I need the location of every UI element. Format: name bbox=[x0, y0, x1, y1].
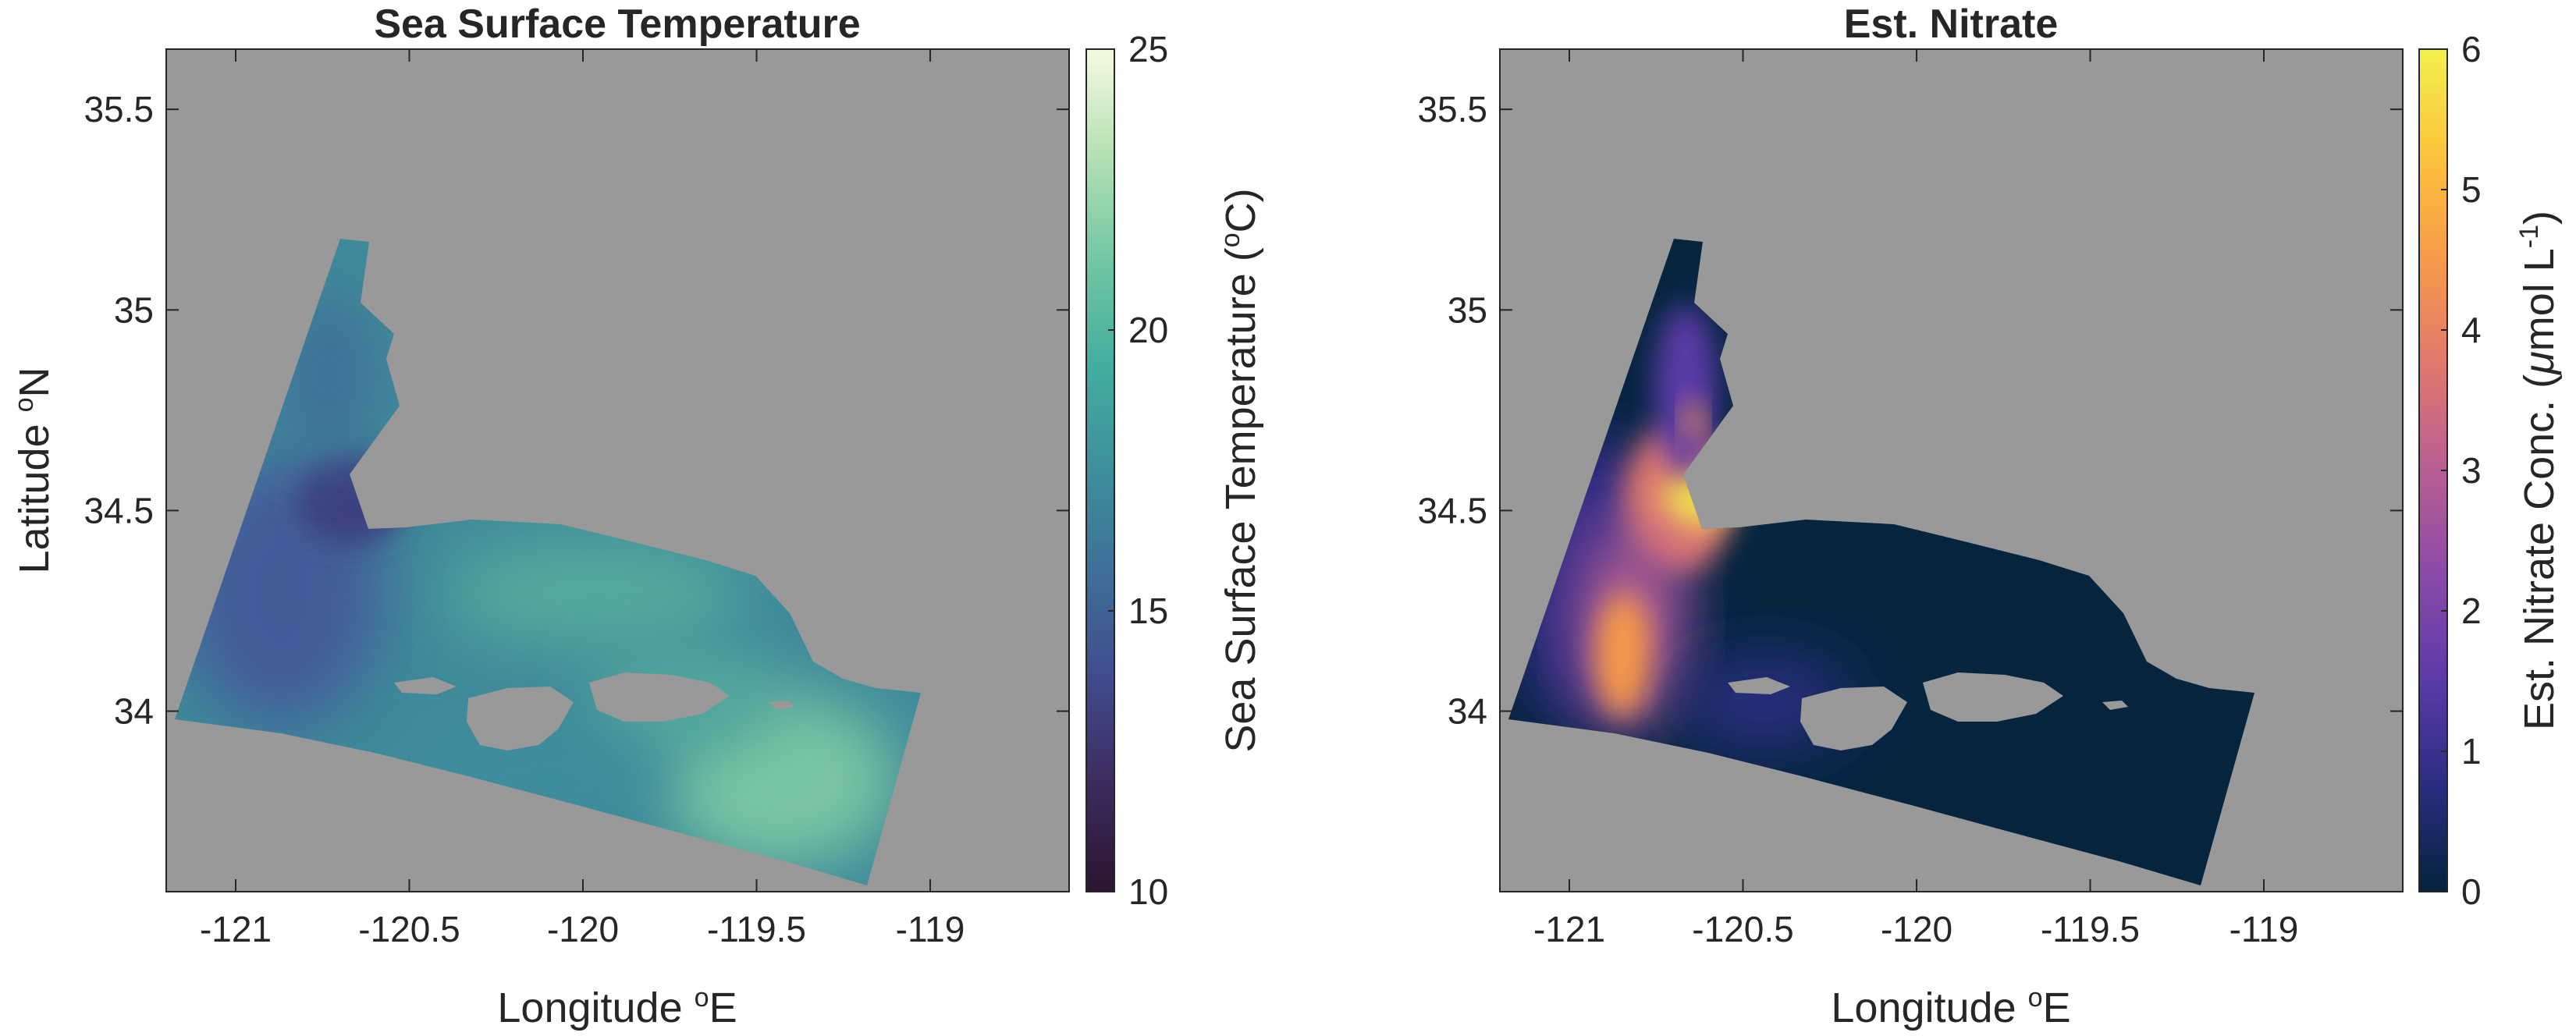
colorbar-tick-label: 0 bbox=[2461, 871, 2482, 912]
nitrate-colorbar-ticks: 0 1 2 3 4 5 6 bbox=[2441, 29, 2482, 912]
colorbar-gradient bbox=[1086, 49, 1114, 892]
colorbar-frame bbox=[1085, 48, 1115, 892]
nitrate-islands bbox=[1728, 672, 2128, 750]
sst-colorbar-ticks: 10 15 20 25 bbox=[1108, 29, 1168, 912]
nitrate-x-ticks: -121 -120.5 -120 -119.5 -119 bbox=[1533, 49, 2298, 949]
x-tick-label: -120 bbox=[1881, 909, 1952, 949]
sst-x-ticks: -121 -120.5 -120 -119.5 -119 bbox=[200, 49, 965, 949]
y-tick-label: 35.5 bbox=[1417, 89, 1487, 130]
nitrate-axes-box bbox=[1499, 48, 2404, 892]
x-tick-label: -119.5 bbox=[2041, 909, 2140, 949]
colorbar-tick-label: 20 bbox=[1128, 310, 1168, 350]
colorbar-tick-label: 1 bbox=[2461, 731, 2482, 772]
sst-y-ticks: 34 34.5 35 35.5 bbox=[83, 89, 1069, 732]
colorbar-tick-label: 4 bbox=[2461, 310, 2482, 350]
nitrate-x-axis-label: Longitude oE bbox=[1831, 983, 2070, 1031]
sst-colorbar-label: Sea Surface Temperature (oC) bbox=[1216, 188, 1264, 752]
colorbar-tick-label: 25 bbox=[1128, 29, 1168, 69]
colorbar-tick-label: 15 bbox=[1128, 591, 1168, 631]
x-tick-label: -119 bbox=[2230, 909, 2299, 949]
y-tick-label: 35 bbox=[114, 289, 154, 330]
y-tick-label: 34 bbox=[114, 691, 154, 732]
colorbar-tick-label: 5 bbox=[2461, 169, 2482, 210]
y-tick-label: 34 bbox=[1448, 691, 1487, 732]
sst-title: Sea Surface Temperature bbox=[374, 2, 860, 47]
x-tick-label: -119 bbox=[896, 909, 965, 949]
x-tick-label: -120.5 bbox=[1692, 909, 1793, 949]
y-tick-label: 34.5 bbox=[1417, 490, 1487, 530]
colorbar-tick-label: 3 bbox=[2461, 450, 2482, 491]
x-tick-label: -120 bbox=[547, 909, 619, 949]
nitrate-title: Est. Nitrate bbox=[1844, 2, 2059, 47]
sst-colorbar bbox=[1085, 48, 1115, 892]
x-tick-label: -120.5 bbox=[358, 909, 460, 949]
sst-x-axis-label: Longitude oE bbox=[497, 983, 737, 1031]
sst-islands bbox=[394, 672, 794, 750]
y-tick-label: 35 bbox=[1448, 289, 1487, 330]
x-tick-label: -121 bbox=[1533, 909, 1605, 949]
sst-y-axis-label: Latitude oN bbox=[9, 367, 58, 573]
sst-panel: -121 -120.5 -120 -119.5 -119 34 34.5 35 35.5 Se… bbox=[9, 2, 1264, 1031]
colorbar-tick-label: 6 bbox=[2461, 29, 2482, 69]
nitrate-colorbar-label: Est. Nitrate Conc. (μmol L-1) bbox=[2514, 211, 2563, 730]
sst-axes-box bbox=[165, 48, 1070, 892]
y-tick-label: 34.5 bbox=[83, 490, 154, 530]
y-tick-label: 35.5 bbox=[83, 89, 154, 130]
x-tick-label: -119.5 bbox=[707, 909, 806, 949]
x-tick-label: -121 bbox=[200, 909, 272, 949]
colorbar-tick-label: 2 bbox=[2461, 591, 2482, 631]
nitrate-y-ticks: 34 34.5 35 35.5 bbox=[1417, 89, 2403, 732]
colorbar-tick-label: 10 bbox=[1128, 871, 1168, 912]
